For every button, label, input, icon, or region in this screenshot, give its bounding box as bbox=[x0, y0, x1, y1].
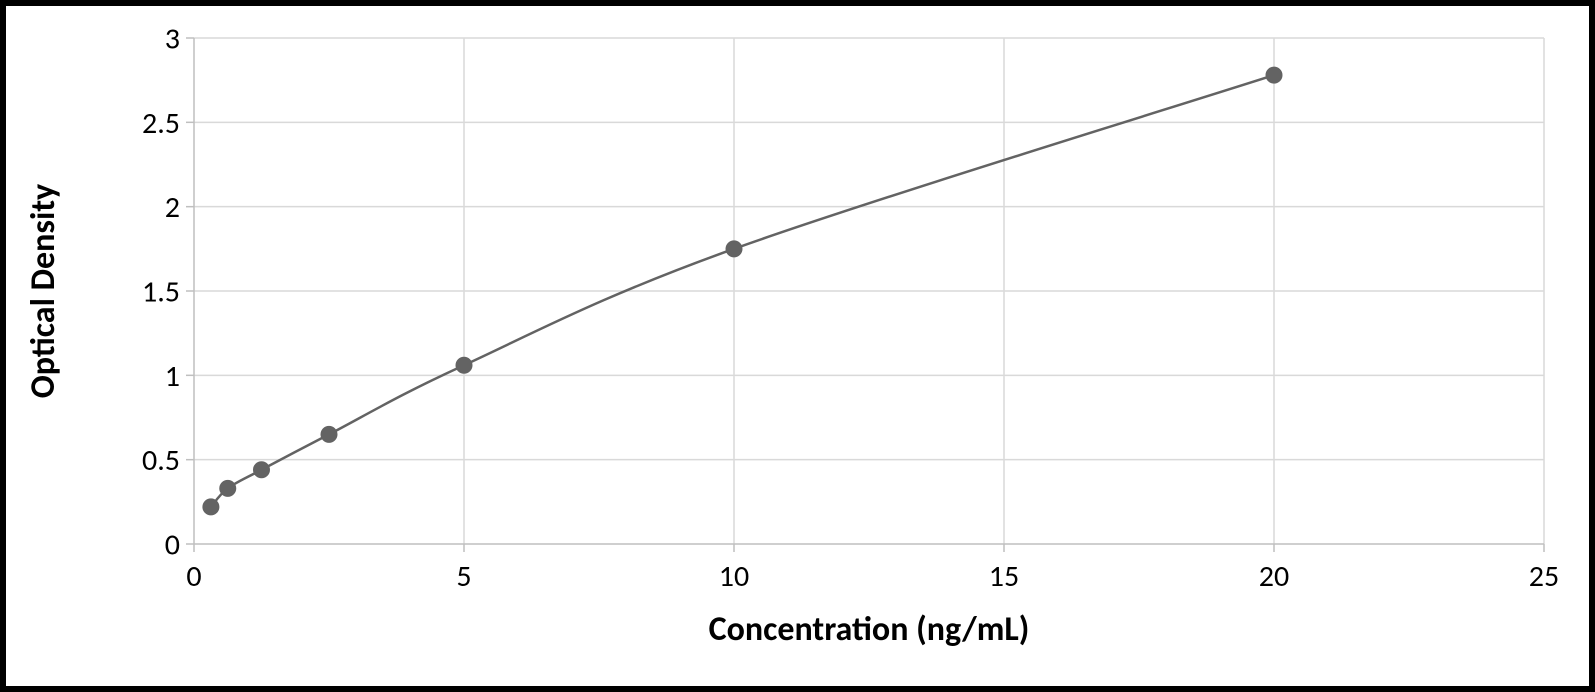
y-tick-label: 1.5 bbox=[142, 274, 180, 311]
data-marker bbox=[220, 480, 236, 496]
x-tick-label: 5 bbox=[456, 558, 471, 595]
x-tick-label: 25 bbox=[1529, 558, 1559, 595]
data-marker bbox=[203, 499, 219, 515]
y-axis-title: Optical Density bbox=[23, 184, 64, 398]
y-tick-label: 1 bbox=[165, 358, 180, 395]
y-tick-label: 0 bbox=[165, 527, 180, 564]
chart-holder: 0 5 10 15 20 25 0 0.5 1 1.5 2 2.5 3 Concentration (ng… bbox=[6, 6, 1589, 686]
data-marker bbox=[456, 357, 472, 373]
chart-svg: 0 5 10 15 20 25 0 0.5 1 1.5 2 2.5 3 Concentration (ng… bbox=[6, 6, 1589, 686]
x-tick-label: 15 bbox=[989, 558, 1019, 595]
data-marker bbox=[321, 426, 337, 442]
data-marker bbox=[254, 462, 270, 478]
x-tick-label: 0 bbox=[186, 558, 201, 595]
x-tick-label: 20 bbox=[1259, 558, 1289, 595]
y-tick-label: 3 bbox=[165, 21, 180, 58]
chart-frame: 0 5 10 15 20 25 0 0.5 1 1.5 2 2.5 3 Concentration (ng… bbox=[0, 0, 1595, 692]
y-tick-label: 0.5 bbox=[142, 442, 180, 479]
y-tick-label: 2.5 bbox=[142, 105, 180, 142]
x-tick-label: 10 bbox=[719, 558, 749, 595]
data-marker bbox=[726, 241, 742, 257]
x-axis-title: Concentration (ng/mL) bbox=[709, 609, 1030, 650]
data-marker bbox=[1266, 67, 1282, 83]
y-tick-label: 2 bbox=[165, 189, 180, 226]
